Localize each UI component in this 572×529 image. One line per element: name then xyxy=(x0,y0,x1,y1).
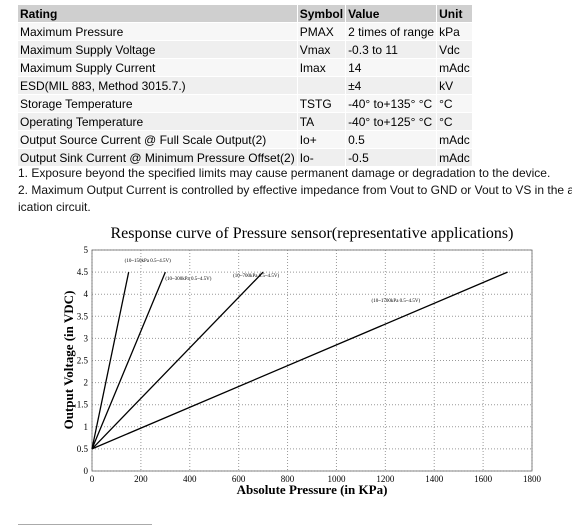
x-tick-label: 400 xyxy=(183,474,197,484)
table-row: Output Source Current @ Full Scale Outpu… xyxy=(17,130,473,149)
note: 1. Exposure beyond the specified limits … xyxy=(18,166,551,180)
table-row: Maximum Pressure PMAX 2 times of range kPa xyxy=(17,22,473,41)
table-row: Operating Temperature TA -40° to+125° °C °C xyxy=(17,112,473,131)
table-cell: °C xyxy=(436,112,473,131)
y-tick-label: 1 xyxy=(84,422,89,432)
table-cell: Storage Temperature xyxy=(17,94,298,113)
table-cell: 14 xyxy=(345,58,438,77)
rule xyxy=(18,524,152,525)
table-cell: Io+ xyxy=(296,130,347,149)
y-tick-label: 2 xyxy=(84,378,89,388)
table-row: Rating Symbol Value Unit xyxy=(17,4,473,23)
x-axis-label: Absolute Pressure (in KPa) xyxy=(237,482,388,497)
table-cell xyxy=(296,76,347,95)
y-axis-label: Output Voltage (in VDC) xyxy=(61,291,76,430)
x-tick-label: 1200 xyxy=(376,474,395,484)
table-row: Storage Temperature TSTG -40° to+135° °C °C xyxy=(17,94,473,113)
notes: 1. Exposure beyond the specified limits … xyxy=(18,165,572,216)
table-cell: Maximum Supply Current xyxy=(17,58,298,77)
plot-frame xyxy=(91,249,533,472)
table-row: ESD(MIL 883, Method 3015.7.) ±4 kV xyxy=(17,76,473,95)
y-tick-label: 5 xyxy=(84,245,89,255)
table-cell: Imax xyxy=(296,58,347,77)
x-tick-label: 1600 xyxy=(474,474,493,484)
table-cell: -0.3 to 11 xyxy=(345,40,438,59)
series-line xyxy=(91,271,264,450)
note: ication circuit. xyxy=(18,200,91,214)
table-cell: Vmax xyxy=(296,40,347,59)
x-tick-label: 800 xyxy=(281,474,295,484)
series-line xyxy=(91,271,508,450)
line-label: (10~300kPa 0.5~4.5V) xyxy=(165,277,211,282)
table-cell: Output Sink Current @ Minimum Pressure O… xyxy=(17,148,298,167)
table-cell: -40° to+125° °C xyxy=(345,112,438,131)
y-tick-label: 0 xyxy=(84,466,89,476)
y-tick-label: 4 xyxy=(84,289,89,299)
y-tick-label: 3.5 xyxy=(77,311,89,321)
table-cell: mAdc xyxy=(436,58,473,77)
table-cell: Symbol xyxy=(296,4,347,23)
chart: Response curve of Pressure sensor(repres… xyxy=(61,225,542,497)
table-cell: 2 times of range xyxy=(345,22,438,41)
table-cell: ±4 xyxy=(345,76,438,95)
table-cell: Maximum Pressure xyxy=(17,22,298,41)
table-row: Maximum Supply Current Imax 14 mAdc xyxy=(17,58,473,77)
series-line xyxy=(91,271,130,450)
x-tick-label: 1000 xyxy=(327,474,346,484)
y-tick-label: 1.5 xyxy=(77,400,89,410)
x-tick-label: 600 xyxy=(232,474,246,484)
table-row: Output Sink Current @ Minimum Pressure O… xyxy=(17,148,473,167)
table-cell: Value xyxy=(345,4,438,23)
table-cell: TA xyxy=(296,112,347,131)
x-tick-label: 0 xyxy=(90,474,95,484)
table-row: Maximum Supply Voltage Vmax -0.3 to 11 Vdc xyxy=(17,40,473,59)
y-tick-label: 4.5 xyxy=(77,267,89,277)
table-cell: °C xyxy=(436,94,473,113)
line-label: (10~700kPa 0.5~4.5V) xyxy=(233,274,279,279)
table-cell: kPa xyxy=(436,22,473,41)
table-cell: Output Source Current @ Full Scale Outpu… xyxy=(17,130,298,149)
table-cell: Unit xyxy=(436,4,473,23)
table-cell: Rating xyxy=(17,4,298,23)
spec-table: Rating Symbol Value Unit Maximum Pressure PMA… xyxy=(17,4,473,167)
chart-title: Response curve of Pressure sensor(repres… xyxy=(111,225,514,242)
table-cell: Maximum Supply Voltage xyxy=(17,40,298,59)
y-tick-label: 0.5 xyxy=(77,444,89,454)
table-cell: kV xyxy=(436,76,473,95)
table-cell: -40° to+135° °C xyxy=(345,94,438,113)
table-cell: mAdc xyxy=(436,148,473,167)
table-cell: -0.5 xyxy=(345,148,438,167)
x-tick-label: 1400 xyxy=(425,474,444,484)
table-cell: 0.5 xyxy=(345,130,438,149)
line-label: (10~150kPa 0.5~4.5V) xyxy=(125,259,171,264)
table-cell: Io- xyxy=(296,148,347,167)
table-cell: TSTG xyxy=(296,94,347,113)
line-label: (10~1700kPa 0.5~4.5V) xyxy=(372,299,421,304)
x-tick-label: 1800 xyxy=(523,474,542,484)
note: 2. Maximum Output Current is controlled … xyxy=(18,183,572,197)
table-cell: ESD(MIL 883, Method 3015.7.) xyxy=(17,76,298,95)
table-cell: Operating Temperature xyxy=(17,112,298,131)
table-cell: PMAX xyxy=(296,22,347,41)
table-cell: Vdc xyxy=(436,40,473,59)
table-cell: mAdc xyxy=(436,130,473,149)
x-tick-label: 200 xyxy=(134,474,148,484)
series-line xyxy=(91,271,166,450)
y-tick-label: 2.5 xyxy=(77,356,89,366)
y-tick-label: 3 xyxy=(84,333,89,343)
